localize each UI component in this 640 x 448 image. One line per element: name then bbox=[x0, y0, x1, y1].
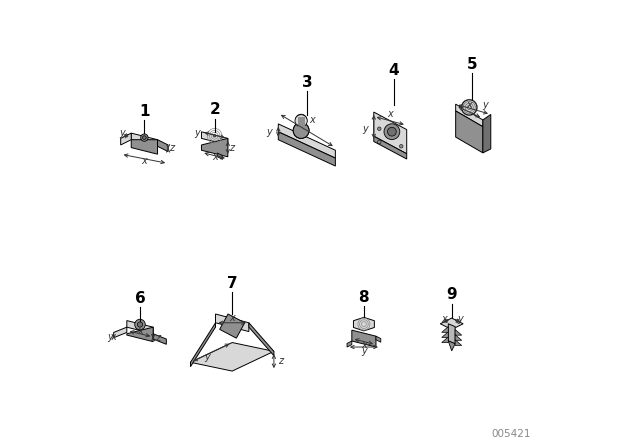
Circle shape bbox=[296, 114, 307, 125]
Polygon shape bbox=[216, 314, 249, 332]
Circle shape bbox=[295, 115, 307, 127]
Polygon shape bbox=[448, 324, 455, 344]
Circle shape bbox=[461, 100, 477, 115]
Polygon shape bbox=[442, 332, 448, 337]
Polygon shape bbox=[448, 341, 455, 351]
Circle shape bbox=[378, 140, 381, 144]
Text: y: y bbox=[267, 127, 273, 137]
Polygon shape bbox=[347, 341, 352, 347]
Text: y: y bbox=[107, 332, 113, 342]
Polygon shape bbox=[456, 111, 483, 153]
Polygon shape bbox=[442, 327, 448, 332]
Polygon shape bbox=[483, 114, 491, 153]
Text: 005421: 005421 bbox=[492, 429, 531, 439]
Circle shape bbox=[384, 124, 400, 140]
Text: y: y bbox=[119, 129, 125, 138]
Polygon shape bbox=[456, 104, 483, 127]
Polygon shape bbox=[278, 124, 335, 158]
Text: 6: 6 bbox=[134, 291, 145, 306]
Text: 2: 2 bbox=[209, 102, 220, 117]
Text: x: x bbox=[441, 314, 447, 324]
Text: x: x bbox=[137, 326, 143, 336]
Circle shape bbox=[143, 136, 146, 139]
Circle shape bbox=[387, 127, 396, 136]
Polygon shape bbox=[374, 136, 406, 159]
Circle shape bbox=[399, 145, 403, 148]
Polygon shape bbox=[127, 327, 153, 342]
Polygon shape bbox=[127, 321, 153, 334]
Circle shape bbox=[293, 123, 309, 138]
Polygon shape bbox=[131, 133, 157, 146]
Text: 7: 7 bbox=[227, 276, 237, 291]
Polygon shape bbox=[376, 336, 381, 342]
Polygon shape bbox=[278, 132, 335, 166]
Circle shape bbox=[138, 322, 143, 327]
Polygon shape bbox=[374, 112, 406, 154]
Polygon shape bbox=[191, 343, 274, 371]
Text: x: x bbox=[310, 116, 316, 125]
Text: 4: 4 bbox=[388, 63, 399, 78]
Polygon shape bbox=[220, 314, 244, 338]
Polygon shape bbox=[353, 317, 374, 331]
Text: y: y bbox=[458, 314, 463, 324]
Polygon shape bbox=[157, 140, 168, 151]
Text: x: x bbox=[361, 340, 367, 349]
Text: 5: 5 bbox=[467, 57, 477, 72]
Text: 1: 1 bbox=[139, 103, 150, 119]
Text: x: x bbox=[387, 109, 393, 119]
Text: 3: 3 bbox=[301, 75, 312, 90]
Text: z: z bbox=[278, 357, 283, 366]
Polygon shape bbox=[131, 140, 157, 154]
Text: y: y bbox=[204, 352, 210, 362]
Polygon shape bbox=[440, 318, 463, 329]
Text: y: y bbox=[483, 99, 488, 110]
Polygon shape bbox=[121, 133, 131, 145]
Polygon shape bbox=[153, 334, 166, 345]
Text: z: z bbox=[154, 333, 159, 343]
Text: y: y bbox=[361, 346, 367, 356]
Polygon shape bbox=[455, 340, 461, 345]
Text: x: x bbox=[141, 156, 147, 166]
Polygon shape bbox=[202, 132, 228, 145]
Text: x: x bbox=[467, 100, 472, 110]
Text: 9: 9 bbox=[446, 288, 457, 302]
Text: z: z bbox=[170, 143, 175, 153]
Polygon shape bbox=[352, 330, 376, 347]
Polygon shape bbox=[249, 323, 274, 356]
Text: x: x bbox=[229, 314, 235, 323]
Text: z: z bbox=[229, 142, 234, 153]
Polygon shape bbox=[217, 153, 223, 159]
Polygon shape bbox=[455, 329, 461, 335]
Text: 8: 8 bbox=[358, 290, 369, 305]
Polygon shape bbox=[191, 323, 216, 366]
Polygon shape bbox=[114, 327, 127, 338]
Polygon shape bbox=[442, 337, 448, 343]
Circle shape bbox=[135, 319, 145, 330]
Polygon shape bbox=[455, 335, 461, 340]
Polygon shape bbox=[202, 138, 228, 157]
Text: y: y bbox=[362, 124, 368, 134]
Circle shape bbox=[214, 135, 216, 137]
Circle shape bbox=[293, 123, 309, 138]
Circle shape bbox=[378, 127, 381, 130]
Text: x: x bbox=[212, 152, 218, 162]
Text: y: y bbox=[195, 128, 200, 138]
Circle shape bbox=[141, 134, 148, 141]
